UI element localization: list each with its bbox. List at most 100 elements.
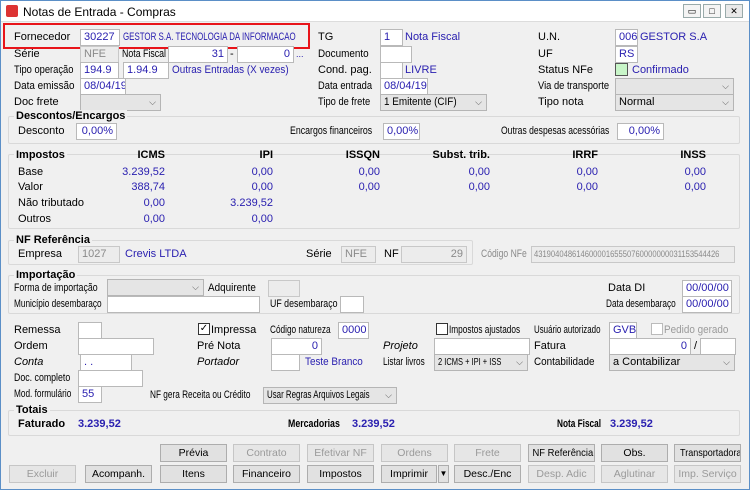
mod-formulario-input[interactable]: 55 <box>78 386 102 403</box>
documento-input[interactable] <box>380 46 412 63</box>
chevron-down-icon: ⌵ <box>192 282 199 292</box>
efetivar-nf-button[interactable]: Efetivar NF <box>307 444 374 462</box>
doc-frete-label: Doc frete <box>14 96 59 108</box>
encargos-input[interactable]: 0,00% <box>383 123 420 140</box>
nf-refer-ncia-button[interactable]: NF Referência <box>528 444 595 462</box>
tipo-frete-select[interactable]: 1 Emitente (CIF) ⌵ <box>380 94 487 111</box>
fornecedor-code-input[interactable]: 30227 <box>80 29 120 46</box>
forma-importacao-select[interactable]: ⌵ <box>107 279 204 296</box>
ref-nf-input[interactable]: 29 <box>401 246 467 263</box>
data-desembaraco-label: Data desembaraço <box>606 298 676 310</box>
aglutinar-button[interactable]: Aglutinar <box>601 465 668 483</box>
impostos-cell: 0,00 <box>251 181 273 193</box>
projeto-input[interactable] <box>434 338 530 355</box>
imprimir-dropdown-icon[interactable]: ▼ <box>438 465 449 483</box>
button-label: Impostos <box>319 468 362 480</box>
empresa-input[interactable]: 1027 <box>78 246 120 263</box>
mercadorias-label: Mercadorias <box>288 418 340 430</box>
codigo-nfe-input[interactable]: 4319040486146000016555076000000003115354… <box>531 246 735 263</box>
listar-livros-select[interactable]: 2 ICMS + IPI + ISS ⌵ <box>434 354 528 371</box>
doc-completo-input[interactable] <box>78 370 143 387</box>
contabilidade-select[interactable]: a Contabilizar ⌵ <box>609 354 735 371</box>
usuario-input[interactable]: GVB <box>609 322 637 339</box>
codigo-natureza-input[interactable]: 0000 <box>338 322 369 339</box>
lookup-button[interactable]: ... <box>296 49 304 59</box>
conta-input[interactable]: . . <box>80 354 132 371</box>
desconto-label: Desconto <box>18 125 65 137</box>
impostos-cell: 0,00 <box>468 181 490 193</box>
doc-frete-select[interactable]: ⌵ <box>80 94 161 111</box>
ordens-button[interactable]: Ordens <box>381 444 448 462</box>
frete-button[interactable]: Frete <box>454 444 521 462</box>
status-nfe-value: Confirmado <box>632 64 689 76</box>
uf-desembaraco-input[interactable] <box>340 296 364 313</box>
cfop-input[interactable]: 1.94.9 <box>123 62 169 79</box>
transportadora-button[interactable]: Transportadora <box>674 444 741 462</box>
ref-serie-input[interactable]: NFE <box>341 246 376 263</box>
impostos-cell: 0,00 <box>143 213 165 225</box>
maximize-icon[interactable]: □ <box>703 4 721 18</box>
pr-via-button[interactable]: Prévia <box>160 444 227 462</box>
fatura-sub-input[interactable] <box>700 338 736 355</box>
desc-enc-button[interactable]: Desc./Enc <box>454 465 521 483</box>
fornecedor-name: GESTOR S.A. TECNOLOGIA DA INFORMACAO <box>123 31 296 43</box>
totais-title: Totais <box>14 404 50 416</box>
imp-servi-o-button[interactable]: Imp. Serviço <box>674 465 741 483</box>
tg-input[interactable]: 1 <box>380 29 403 46</box>
tipo-operacao-input[interactable]: 194.9 <box>80 62 119 79</box>
acompanh--button[interactable]: Acompanh. <box>85 465 152 483</box>
fatura-input[interactable]: 0 <box>609 338 691 355</box>
button-label: Acompanh. <box>91 468 146 480</box>
tipo-nota-label: Tipo nota <box>538 96 584 108</box>
restore-icon[interactable]: ▭ <box>683 4 701 18</box>
serie-input[interactable]: NFE <box>80 46 119 63</box>
nf-gera-select[interactable]: Usar Regras Arquivos Legais ⌵ <box>263 387 397 404</box>
encargos-label: Encargos financeiros <box>290 125 373 137</box>
remessa-label: Remessa <box>14 324 61 336</box>
data-emissao-input[interactable]: 08/04/19 <box>80 78 126 95</box>
impostos-cell: 0,00 <box>358 166 380 178</box>
pedido-gerado-checkbox[interactable] <box>651 323 663 335</box>
impressa-checkbox[interactable]: ✓ <box>198 323 210 335</box>
nota-fiscal-sub-input[interactable]: 0 <box>237 46 294 63</box>
financeiro-button[interactable]: Financeiro <box>233 465 300 483</box>
obs--button[interactable]: Obs. <box>601 444 668 462</box>
itens-button[interactable]: Itens <box>160 465 227 483</box>
contrato-button[interactable]: Contrato <box>233 444 300 462</box>
via-transporte-select[interactable]: ⌵ <box>615 78 734 95</box>
remessa-input[interactable] <box>78 322 102 339</box>
contabilidade-value: a Contabilizar <box>613 356 681 368</box>
close-icon[interactable]: ✕ <box>725 4 743 18</box>
listar-livros-label: Listar livros <box>383 356 425 368</box>
data-entrada-input[interactable]: 08/04/19 <box>380 78 428 95</box>
button-label: Aglutinar <box>613 468 656 480</box>
button-label: Ordens <box>397 447 432 459</box>
municipio-input[interactable] <box>107 296 260 313</box>
desconto-input[interactable]: 0,00% <box>76 123 117 140</box>
descontos-group <box>8 116 740 144</box>
imprimir-button[interactable]: Imprimir <box>381 465 437 483</box>
data-desembaraco-input[interactable]: 00/00/00 <box>682 296 732 313</box>
pre-nota-input[interactable]: 0 <box>271 338 322 355</box>
app-icon <box>6 5 18 17</box>
faturado-label: Faturado <box>18 418 66 430</box>
impostos-cell: 0,00 <box>576 166 598 178</box>
impostos-ajustados-checkbox[interactable] <box>436 323 448 335</box>
via-transporte-label: Via de transporte <box>538 80 610 92</box>
uf-input[interactable]: RS <box>615 46 638 63</box>
cond-pag-input[interactable] <box>380 62 403 79</box>
ordem-input[interactable] <box>78 338 154 355</box>
impostos-button[interactable]: Impostos <box>307 465 374 483</box>
data-di-input[interactable]: 00/00/00 <box>682 280 732 297</box>
adquirente-input[interactable] <box>268 280 300 297</box>
outras-despesas-input[interactable]: 0,00% <box>617 123 664 140</box>
tipo-operacao-label: Tipo operação <box>14 64 74 76</box>
portador-input[interactable] <box>271 354 300 371</box>
excluir-button[interactable]: Excluir <box>9 465 76 483</box>
nota-fiscal-input[interactable]: 31 <box>168 46 228 63</box>
tipo-nota-select[interactable]: Normal ⌵ <box>615 94 734 111</box>
un-input[interactable]: 006 <box>615 29 638 46</box>
ordem-label: Ordem <box>14 340 48 352</box>
desp-adic-button[interactable]: Desp. Adic <box>528 465 595 483</box>
chevron-down-icon: ⌵ <box>723 357 730 367</box>
